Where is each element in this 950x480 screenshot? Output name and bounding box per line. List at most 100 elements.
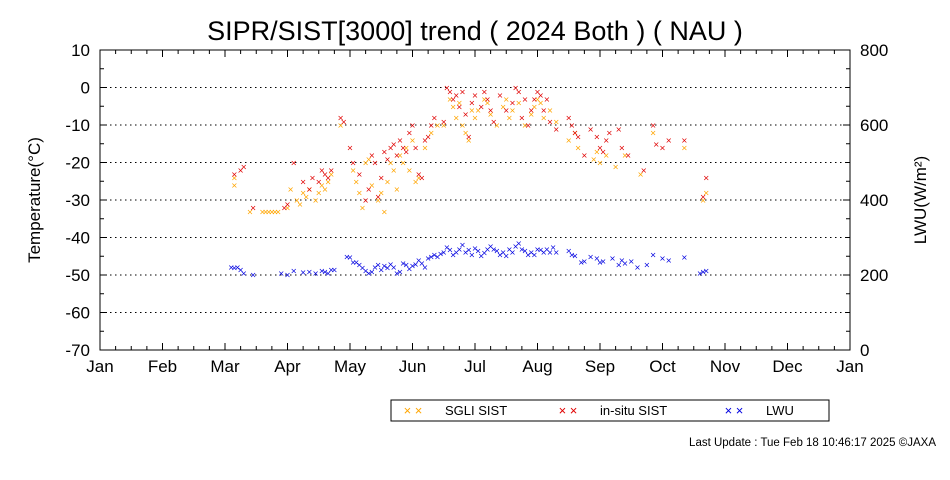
data-point: ×: [525, 250, 532, 259]
data-point: ×: [272, 207, 279, 216]
data-point: ×: [303, 192, 310, 201]
x-tick-label: Mar: [210, 357, 240, 376]
data-point: ×: [422, 136, 429, 145]
data-point: ×: [700, 267, 707, 276]
data-point: ×: [653, 140, 660, 149]
data-point: ×: [515, 239, 522, 248]
data-point: ×: [406, 166, 413, 175]
data-point: ×: [578, 258, 585, 267]
data-point: ×: [406, 129, 413, 138]
data-point: ×: [306, 267, 313, 276]
data-point: ×: [506, 114, 513, 123]
data-point: ×: [390, 140, 397, 149]
data-point: ×: [406, 264, 413, 273]
data-point: ×: [525, 121, 532, 130]
data-point: ×: [500, 248, 507, 257]
data-point: ×: [456, 102, 463, 111]
x-tick-label: Oct: [649, 357, 676, 376]
data-point: ×: [528, 110, 535, 119]
data-point: ×: [315, 189, 322, 198]
data-point: ×: [622, 259, 629, 268]
x-tick-label: Apr: [274, 357, 301, 376]
y-tick-label: -10: [65, 116, 90, 135]
data-point: ×: [469, 250, 476, 259]
data-point: ×: [319, 166, 326, 175]
data-point: ×: [290, 159, 297, 168]
data-point: ×: [659, 254, 666, 263]
y2-axis-label: LWU(W/m²): [911, 156, 930, 244]
data-point: ×: [353, 258, 360, 267]
data-point: ×: [309, 174, 316, 183]
data-point: ×: [597, 159, 604, 168]
data-point: ×: [503, 106, 510, 115]
data-point: ×: [278, 269, 285, 278]
data-point: ×: [422, 263, 429, 272]
data-point: ×: [412, 144, 419, 153]
data-point: ×: [703, 189, 710, 198]
data-point: ×: [428, 129, 435, 138]
data-point: ×: [231, 264, 238, 273]
data-point: ×: [512, 242, 519, 251]
legend-items: × × SGLI SIST × × in-situ SIST × × LWU: [404, 403, 794, 418]
data-point: ×: [440, 117, 447, 126]
data-point: ×: [431, 250, 438, 259]
x-tick-label: Jun: [399, 357, 426, 376]
data-point: ×: [403, 261, 410, 270]
data-point: ×: [522, 121, 529, 130]
data-point: ×: [372, 263, 379, 272]
data-point: ×: [369, 151, 376, 160]
data-point: ×: [265, 207, 272, 216]
data-point: ×: [540, 248, 547, 257]
data-point: ×: [425, 132, 432, 141]
chart-title: SIPR/SIST[3000] trend ( 2024 Both ) ( NA…: [207, 16, 743, 46]
data-point: ×: [700, 196, 707, 205]
series-sgli: ××× ×××××× ×××××××××××××××××××××××××××××××…: [231, 95, 710, 217]
data-point: ×: [369, 181, 376, 190]
data-point: ×: [581, 257, 588, 266]
data-point: ×: [440, 248, 447, 257]
data-point: ×: [281, 204, 288, 213]
data-point: ×: [465, 246, 472, 255]
data-point: ×: [544, 245, 551, 254]
data-point: ×: [419, 174, 426, 183]
data-point: ×: [522, 95, 529, 104]
data-point: ×: [444, 84, 451, 93]
data-point: ×: [228, 263, 235, 272]
data-point: ×: [534, 245, 541, 254]
data-point: ×: [487, 110, 494, 119]
y-tick-label: -20: [65, 154, 90, 173]
data-point: ×: [356, 261, 363, 270]
data-point: ×: [484, 99, 491, 108]
data-point: ×: [572, 252, 579, 261]
data-point: ×: [487, 242, 494, 251]
data-point: ×: [397, 267, 404, 276]
data-point: ×: [400, 259, 407, 268]
data-point: ×: [565, 136, 572, 145]
data-point: ×: [472, 114, 479, 123]
data-point: ×: [359, 204, 366, 213]
data-point: ×: [459, 87, 466, 96]
series-insitu: × × × × × × × × × × × × × × × × × × × × × × × × × × × × × × × × × × × × × × × ×…: [231, 84, 710, 213]
data-point: ×: [356, 189, 363, 198]
x-tick-label: Nov: [710, 357, 741, 376]
data-point: ×: [400, 159, 407, 168]
data-point: ×: [500, 102, 507, 111]
data-point: ×: [387, 260, 394, 269]
data-point: ×: [540, 106, 547, 115]
data-point: ×: [240, 162, 247, 171]
data-point: ×: [531, 95, 538, 104]
data-point: ×: [572, 129, 579, 138]
legend-label: in-situ SIST: [600, 403, 667, 418]
data-point: ×: [565, 114, 572, 123]
data-point: ×: [490, 117, 497, 126]
data-point: ×: [290, 267, 297, 276]
data-point: ×: [537, 91, 544, 100]
data-point: ×: [537, 246, 544, 255]
data-point: ×: [681, 144, 688, 153]
data-point: ×: [425, 254, 432, 263]
data-point: ×: [381, 207, 388, 216]
data-point: ×: [619, 256, 626, 265]
x-tick-label: Jan: [836, 357, 863, 376]
data-point: ×: [250, 270, 257, 279]
